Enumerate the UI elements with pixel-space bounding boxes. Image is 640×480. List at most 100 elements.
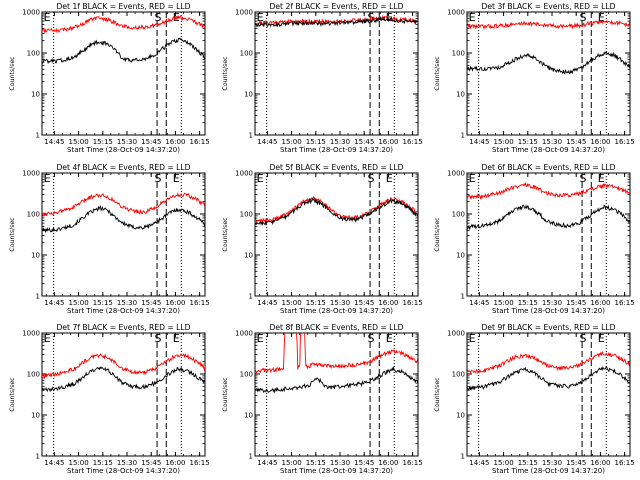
x-tick-label: 15:30 bbox=[542, 138, 562, 146]
x-tick-label: 16:15 bbox=[190, 299, 210, 307]
y-tick-label: 1000 bbox=[22, 330, 40, 338]
panel-title: Det 9f BLACK = Events, RED = LLD bbox=[482, 323, 616, 332]
e-marker-label: E bbox=[598, 332, 605, 345]
y-tick-label: 1 bbox=[249, 293, 253, 301]
x-tick-label: 15:00 bbox=[281, 138, 301, 146]
s-marker-label: S bbox=[155, 332, 162, 345]
y-tick-label: 1000 bbox=[447, 330, 465, 338]
x-axis-label: Start Time (28-Oct-09 14:37:20) bbox=[492, 307, 605, 315]
panel-det-7f: Det 7f BLACK = Events, RED = LLD 1 10 100 10… bbox=[9, 323, 210, 475]
x-tick-label: 14:45 bbox=[44, 299, 64, 307]
x-tick-label: 15:15 bbox=[93, 138, 113, 146]
e-marker-label: E bbox=[598, 172, 605, 185]
panel-det-6f: Det 6f BLACK = Events, RED = LLD 1 10 100 10… bbox=[434, 163, 635, 315]
x-tick-label: 16:00 bbox=[378, 299, 398, 307]
lld-series-line bbox=[255, 195, 418, 224]
plot-frame bbox=[41, 11, 206, 136]
e-marker-label: E bbox=[386, 172, 393, 185]
x-tick-label: 15:00 bbox=[68, 459, 88, 467]
y-axis-label: Counts/sec bbox=[222, 377, 229, 412]
x-tick-label: 16:00 bbox=[165, 459, 185, 467]
x-tick-label: 14:45 bbox=[469, 299, 489, 307]
lld-series-line bbox=[467, 350, 630, 374]
y-tick-label: 10 bbox=[244, 412, 253, 420]
panel-title: Det 5f BLACK = Events, RED = LLD bbox=[270, 163, 404, 172]
events-series-line bbox=[42, 366, 205, 393]
y-tick-label: 1000 bbox=[235, 330, 253, 338]
y-tick-label: 1000 bbox=[22, 170, 40, 178]
plot-frame bbox=[466, 172, 631, 297]
events-series-line bbox=[255, 197, 418, 226]
y-tick-label: 1000 bbox=[22, 9, 40, 17]
y-tick-label: 100 bbox=[452, 211, 465, 219]
plot-frame bbox=[254, 11, 419, 136]
e-marker-label: E bbox=[257, 172, 264, 185]
y-tick-label: 10 bbox=[31, 252, 40, 260]
x-tick-label: 15:15 bbox=[93, 459, 113, 467]
x-tick-label: 16:00 bbox=[590, 299, 610, 307]
s-marker-label: S bbox=[368, 332, 375, 345]
x-tick-label: 14:45 bbox=[257, 459, 277, 467]
x-tick-label: 14:45 bbox=[469, 459, 489, 467]
plot-frame bbox=[466, 11, 631, 136]
e-marker-label: E bbox=[173, 332, 180, 345]
panel-det-8f: Det 8f BLACK = Events, RED = LLD 1 10 100 10… bbox=[222, 323, 423, 475]
x-tick-label: 15:45 bbox=[354, 299, 374, 307]
y-tick-label: 100 bbox=[27, 50, 40, 58]
x-axis-label: Start Time (28-Oct-09 14:37:20) bbox=[280, 467, 393, 475]
y-axis-label: Counts/sec bbox=[434, 377, 441, 412]
x-axis-label: Start Time (28-Oct-09 14:37:20) bbox=[67, 467, 180, 475]
e-marker-label: E bbox=[257, 332, 264, 345]
y-tick-label: 100 bbox=[452, 50, 465, 58]
y-axis-label: Counts/sec bbox=[222, 56, 229, 91]
y-tick-label: 10 bbox=[244, 91, 253, 99]
y-tick-label: 1 bbox=[461, 453, 465, 461]
s-marker-label: S bbox=[155, 11, 162, 24]
e-marker-label: E bbox=[173, 172, 180, 185]
y-tick-label: 100 bbox=[240, 50, 253, 58]
x-tick-label: 15:00 bbox=[68, 138, 88, 146]
panel-title: Det 2f BLACK = Events, RED = LLD bbox=[270, 2, 404, 11]
x-tick-label: 15:45 bbox=[141, 459, 161, 467]
y-tick-label: 10 bbox=[31, 412, 40, 420]
lld-series-line bbox=[42, 353, 205, 380]
x-tick-label: 15:30 bbox=[117, 459, 137, 467]
events-series-line bbox=[467, 366, 630, 391]
s-marker-label: S bbox=[368, 172, 375, 185]
panel-det-3f: Det 3f BLACK = Events, RED = LLD 1 10 100 10… bbox=[434, 2, 635, 154]
x-tick-label: 15:30 bbox=[330, 299, 350, 307]
panel-title: Det 4f BLACK = Events, RED = LLD bbox=[57, 163, 191, 172]
x-tick-label: 14:45 bbox=[257, 138, 277, 146]
x-tick-label: 15:45 bbox=[566, 138, 586, 146]
x-tick-label: 16:00 bbox=[378, 138, 398, 146]
x-tick-label: 15:15 bbox=[518, 138, 538, 146]
panel-det-2f: Det 2f BLACK = Events, RED = LLD 1 10 100 10… bbox=[222, 2, 423, 154]
events-series-line bbox=[467, 50, 630, 75]
lld-series-line bbox=[467, 181, 630, 200]
s-marker-label: S bbox=[155, 172, 162, 185]
x-tick-label: 14:45 bbox=[257, 299, 277, 307]
events-series-line bbox=[255, 366, 418, 394]
x-tick-label: 16:00 bbox=[378, 459, 398, 467]
x-tick-label: 16:00 bbox=[165, 299, 185, 307]
y-tick-label: 1 bbox=[461, 132, 465, 140]
x-tick-label: 15:15 bbox=[518, 299, 538, 307]
y-tick-label: 1 bbox=[249, 453, 253, 461]
y-tick-label: 1 bbox=[36, 293, 40, 301]
y-axis-label: Counts/sec bbox=[9, 217, 16, 252]
y-axis-label: Counts/sec bbox=[434, 56, 441, 91]
y-tick-label: 1000 bbox=[447, 9, 465, 17]
x-tick-label: 15:45 bbox=[141, 299, 161, 307]
lld-series-line bbox=[42, 192, 205, 217]
x-tick-label: 15:00 bbox=[493, 138, 513, 146]
x-tick-label: 15:15 bbox=[306, 138, 326, 146]
x-axis-label: Start Time (28-Oct-09 14:37:20) bbox=[280, 307, 393, 315]
y-axis-label: Counts/sec bbox=[222, 217, 229, 252]
x-tick-label: 16:00 bbox=[590, 138, 610, 146]
e-marker-label: E bbox=[386, 11, 393, 24]
x-tick-label: 16:15 bbox=[403, 138, 423, 146]
plot-frame bbox=[254, 172, 419, 297]
y-tick-label: 100 bbox=[27, 371, 40, 379]
events-series-line bbox=[42, 205, 205, 234]
